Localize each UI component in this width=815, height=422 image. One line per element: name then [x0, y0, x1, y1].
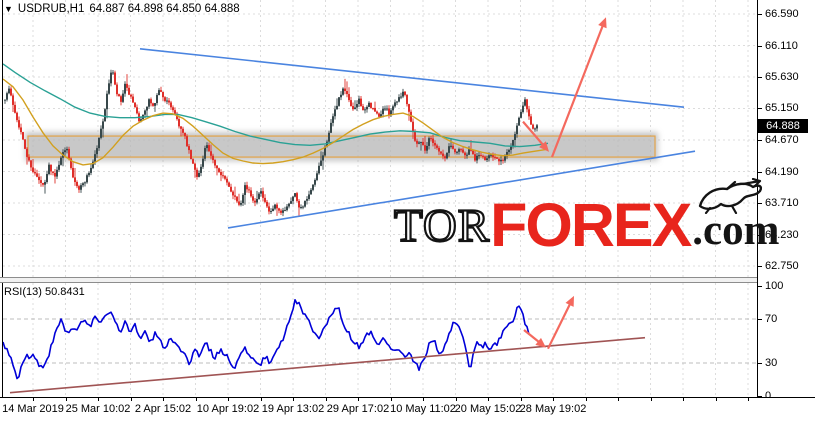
time-tick-mark [293, 398, 294, 401]
price-tick-label: 65.150 [765, 102, 799, 114]
time-axis[interactable]: 14 Mar 2019 25 Mar 10:02 2 Apr 15:02 10 Apr… [0, 397, 815, 422]
symbol-period-label: USDRUB,H1 [17, 3, 85, 15]
tick-mark [758, 363, 762, 364]
main-chart-canvas[interactable] [0, 0, 757, 278]
time-tick-mark [488, 398, 489, 401]
time-tick-label: 2 Apr 15:02 [134, 403, 192, 415]
logo-tor-text: TOR [393, 200, 491, 252]
rsi-tick-label: 30 [765, 357, 778, 369]
tick-mark [758, 172, 762, 173]
tick-mark [758, 77, 762, 78]
tick-mark [758, 46, 762, 47]
time-tick-label: 19 Apr 13:02 [261, 403, 325, 415]
symbol-dropdown-icon[interactable]: ▼ [4, 3, 13, 14]
tick-mark [758, 396, 762, 397]
tick-mark [758, 14, 762, 15]
rsi-tick-label: 100 [765, 280, 784, 292]
time-tick-mark [326, 398, 327, 401]
panel-splitter[interactable] [0, 277, 757, 283]
bull-icon [699, 178, 763, 214]
tick-mark [758, 286, 762, 287]
tick-mark [758, 235, 762, 236]
time-tick-mark [683, 398, 684, 401]
time-tick-mark [456, 398, 457, 401]
price-axis[interactable]: 66.590 66.110 65.630 65.150 64.670 64.190 63.7… [757, 0, 815, 402]
price-tick-label: 62.750 [765, 260, 799, 272]
price-tick-label: 66.590 [765, 8, 799, 20]
rsi-line [2, 299, 530, 380]
time-tick-label: 29 Apr 17:02 [326, 403, 390, 415]
current-price-badge: 64.888 [758, 119, 808, 133]
time-tick-mark [748, 398, 749, 401]
time-tick-label: 28 May 19:02 [519, 403, 587, 415]
time-tick-mark [261, 398, 262, 401]
time-tick-label: 10 May 11:02 [390, 403, 456, 415]
time-tick-mark [521, 398, 522, 401]
price-tick-label: 66.110 [765, 40, 798, 52]
logo-com-text: .com [692, 207, 780, 254]
time-tick-label: 25 Mar 10:02 [65, 403, 131, 415]
price-tick-label: 64.190 [765, 166, 799, 178]
time-tick-mark [98, 398, 99, 401]
tick-mark [758, 319, 762, 320]
time-tick-label: 10 Apr 19:02 [196, 403, 260, 415]
time-tick-mark [553, 398, 554, 401]
logo-forex-text: FOREX [490, 190, 692, 259]
time-tick-mark [423, 398, 424, 401]
torforex-watermark: TOR FOREX .com [393, 178, 779, 259]
tick-mark [758, 108, 762, 109]
trendlines-layer[interactable] [139, 47, 696, 229]
rsi-grid [3, 283, 756, 397]
time-tick-mark [228, 398, 229, 401]
time-tick-mark [391, 398, 392, 401]
time-tick-mark [163, 398, 164, 401]
price-tick-label: 63.230 [765, 229, 799, 241]
forecast-arrows-layer[interactable] [522, 17, 607, 158]
rsi-forecast-arrows[interactable] [523, 295, 574, 350]
time-tick-mark [716, 398, 717, 401]
price-tick-label: 64.670 [765, 134, 799, 146]
tick-mark [758, 266, 762, 267]
ma-fast-line[interactable] [2, 78, 549, 166]
time-tick-mark [131, 398, 132, 401]
price-tick-label: 63.710 [765, 197, 799, 209]
time-tick-mark [33, 398, 34, 401]
candles-layer [4, 69, 538, 217]
tick-mark [758, 140, 762, 141]
rsi-tick-label: 0 [765, 390, 772, 402]
time-tick-mark [586, 398, 587, 401]
rsi-trendline[interactable] [9, 336, 646, 394]
time-tick-label: 20 May 15:02 [454, 403, 522, 415]
time-tick-mark [651, 398, 652, 401]
rsi-tick-label: 70 [765, 313, 778, 325]
price-tick-label: 65.630 [765, 71, 799, 83]
time-tick-mark [618, 398, 619, 401]
ma-slow-line[interactable] [2, 63, 549, 148]
time-tick-label: 14 Mar 2019 [2, 403, 64, 415]
chart-title: ▼ USDRUB,H1 64.887 64.898 64.850 64.888 [4, 3, 240, 15]
ohlc-values: 64.887 64.898 64.850 64.888 [89, 3, 240, 15]
time-tick-mark [66, 398, 67, 401]
rsi-chart-canvas[interactable] [0, 283, 757, 397]
time-tick-mark [196, 398, 197, 401]
time-tick-mark [358, 398, 359, 401]
rsi-indicator-label: RSI(13) 50.8431 [4, 286, 85, 298]
tick-mark [758, 203, 762, 204]
